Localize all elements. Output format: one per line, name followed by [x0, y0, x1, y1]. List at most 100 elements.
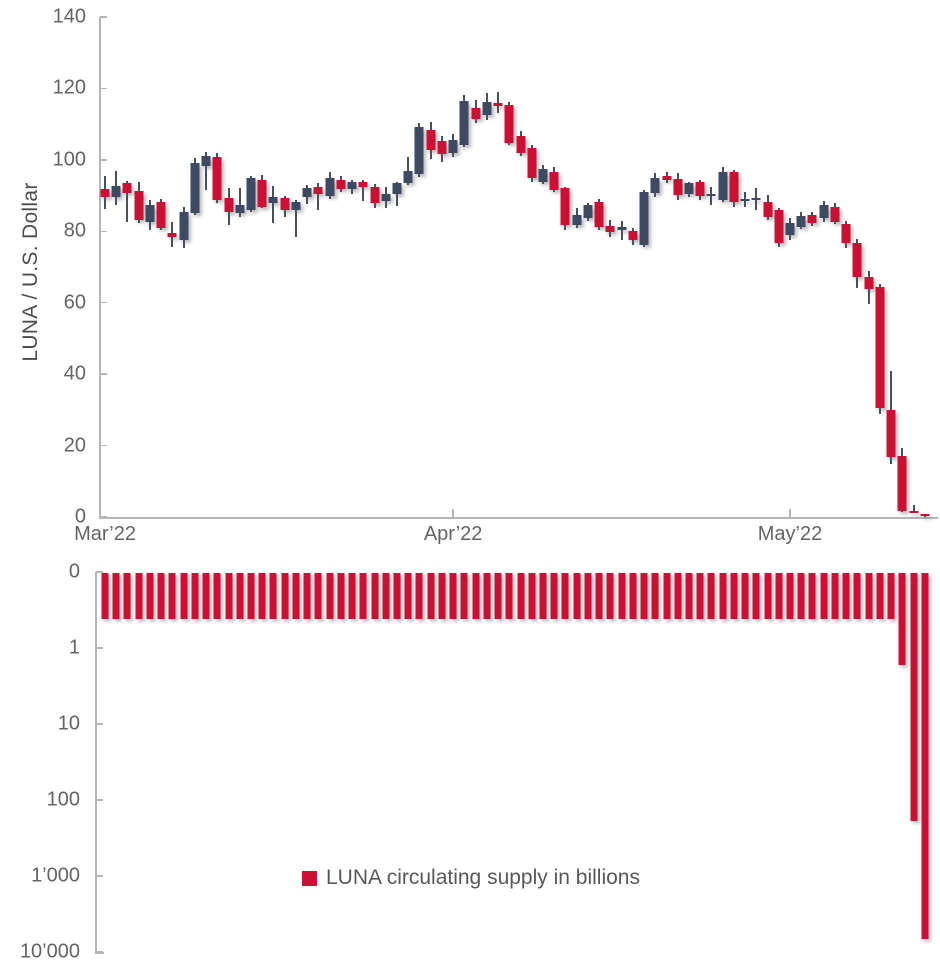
supply-bar — [505, 573, 513, 619]
supply-bar — [135, 573, 143, 619]
price-y-tick-label: 20 — [63, 434, 86, 457]
candle-wick — [205, 151, 208, 190]
candle-body candle-down — [336, 179, 346, 190]
supply-bar — [797, 573, 805, 619]
supply-bar — [898, 573, 906, 665]
supply-y-tick-label: 0 — [68, 560, 80, 583]
price-plot-area: 0 20 40 60 80 100 120 140 Mar’22 Apr’22 May’22 — [52, 6, 938, 545]
candle-body candle-up — [583, 204, 593, 219]
supply-y-axis-line — [95, 572, 97, 952]
supply-bar — [584, 573, 592, 619]
price-x-tick-label: Mar’22 — [74, 523, 136, 545]
supply-bar — [764, 573, 772, 619]
supply-bar — [887, 573, 895, 619]
supply-bar — [101, 573, 109, 619]
supply-y-tick — [96, 875, 103, 877]
supply-bar — [460, 573, 468, 619]
candle-wick — [294, 199, 297, 237]
supply-bar — [573, 573, 581, 619]
supply-y-tick-label: 1’000 — [31, 864, 80, 887]
supply-bar — [483, 573, 491, 619]
candle-wick — [238, 188, 241, 217]
supply-bar — [281, 573, 289, 619]
price-y-tick — [100, 373, 107, 375]
price-y-tick-label: 40 — [63, 362, 86, 385]
candle-wick — [395, 182, 398, 207]
candle-body candle-down — [280, 198, 290, 210]
candle-body candle-up — [650, 178, 660, 194]
supply-bar — [730, 573, 738, 619]
candle-body candle-down — [841, 223, 851, 244]
supply-bar — [663, 573, 670, 619]
candle-body candle-down — [156, 201, 166, 229]
supply-bar — [595, 573, 603, 619]
supply-bar — [382, 573, 390, 619]
candle-body candle-up — [740, 199, 750, 202]
supply-bar — [707, 573, 715, 619]
candle-body candle-down — [774, 209, 784, 244]
supply-y-tick — [96, 647, 103, 649]
supply-bar — [359, 573, 367, 619]
candle-body candle-up — [291, 201, 301, 210]
price-y-tick — [100, 301, 107, 304]
price-y-tick — [100, 516, 107, 518]
candle-wick — [497, 92, 500, 114]
candle-body candle-up — [718, 171, 728, 200]
supply-bar — [494, 573, 502, 619]
supply-bar — [180, 573, 188, 619]
supply-bar — [921, 573, 929, 939]
candle-body candle-up — [111, 185, 121, 197]
supply-bar — [258, 573, 266, 619]
candle-body candle-up — [448, 139, 458, 154]
candle-wick — [272, 185, 275, 223]
supply-bar — [202, 573, 210, 619]
candle-body candle-up — [785, 223, 795, 236]
candle-body candle-down — [864, 276, 874, 289]
candle-body candle-down — [100, 189, 110, 198]
candle-body candle-down — [594, 201, 604, 227]
candle-body candle-down — [471, 108, 481, 120]
supply-bar — [303, 573, 311, 619]
supply-bar — [808, 573, 816, 619]
supply-bar — [415, 573, 423, 619]
candle-body candle-up — [190, 163, 200, 214]
candle-body candle-up — [538, 169, 548, 182]
candle-body candle-up — [325, 178, 335, 196]
candle-body candle-up — [796, 215, 806, 227]
supply-bar — [123, 573, 131, 619]
candle-body candle-up — [751, 198, 761, 201]
candle-body candle-down — [560, 188, 570, 225]
supply-y-tick — [96, 951, 103, 953]
price-y-tick-label: 100 — [52, 148, 86, 171]
candle-body candle-down — [605, 225, 615, 232]
supply-bar — [213, 573, 221, 619]
candle-body candle-up — [482, 102, 492, 115]
supply-bar — [191, 573, 199, 619]
supply-bar — [719, 573, 727, 619]
price-y-axis-line — [99, 17, 101, 517]
candle-body candle-down — [370, 186, 380, 203]
candle-body candle-down — [224, 198, 234, 212]
price-y-tick-label: 120 — [52, 76, 86, 99]
candle-body candle-down — [426, 129, 436, 151]
price-y-tick — [100, 87, 107, 90]
candle-wick — [620, 220, 623, 241]
supply-axis-foot — [95, 952, 104, 954]
candle-body candle-down — [852, 243, 862, 277]
candle-body candle-down — [909, 511, 919, 514]
supply-bar — [236, 573, 244, 619]
supply-bar — [393, 573, 401, 619]
price-y-tick — [100, 159, 107, 161]
supply-bar — [348, 573, 356, 619]
candle-body candle-down — [875, 287, 885, 409]
supply-bar — [820, 573, 828, 619]
supply-bar — [629, 573, 637, 619]
supply-bar — [775, 573, 783, 619]
candle-body candle-up — [572, 214, 582, 225]
supply-bar — [696, 573, 704, 619]
supply-y-tick-label: 10 — [57, 712, 80, 735]
supply-bar — [539, 573, 547, 619]
supply-bar — [842, 573, 850, 619]
supply-bar — [910, 573, 918, 822]
supply-bar — [786, 573, 794, 619]
